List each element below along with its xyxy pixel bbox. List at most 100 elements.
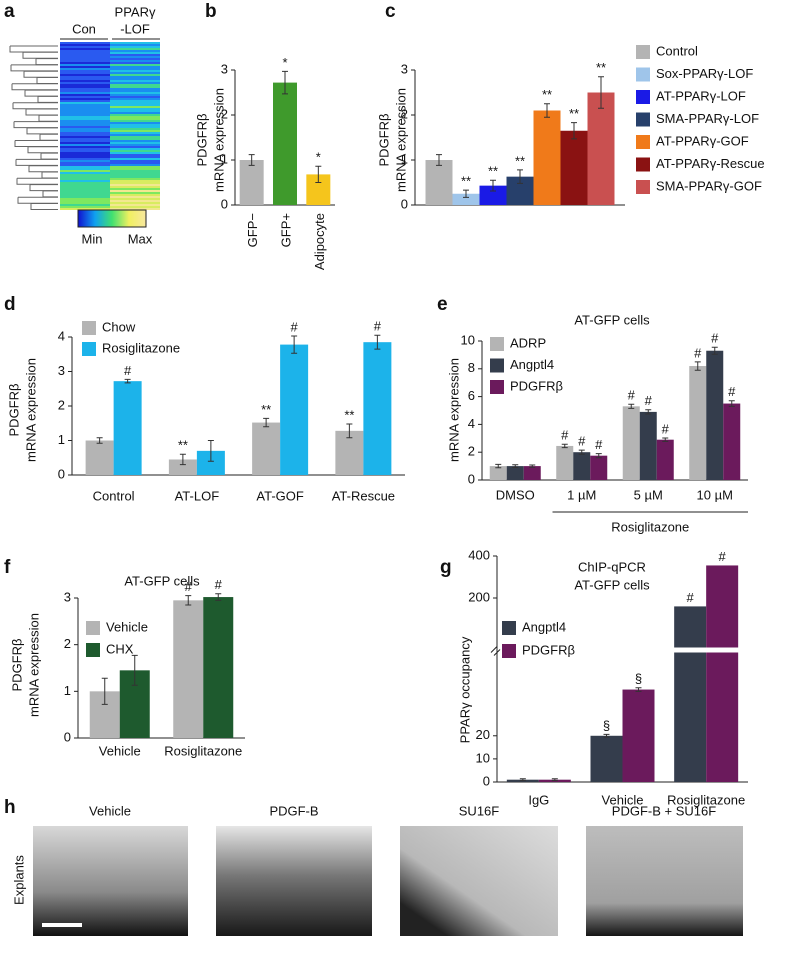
error-bar	[512, 464, 519, 468]
bar	[489, 466, 507, 480]
heat-row	[110, 82, 160, 84]
dendrogram	[23, 70, 58, 78]
significance-mark: §	[603, 718, 610, 733]
heat-row	[60, 94, 110, 96]
legend-swatch	[636, 90, 650, 104]
legend-swatch	[636, 180, 650, 194]
y-tick-label: 0	[64, 729, 71, 744]
significance-mark: #	[124, 363, 132, 378]
error-bar	[551, 778, 558, 782]
heat-row	[60, 176, 110, 178]
bar	[363, 342, 392, 475]
error-bar	[578, 449, 585, 455]
panel-label: b	[205, 1, 217, 22]
heat-row	[110, 78, 160, 80]
y-tick-label: 0	[468, 471, 475, 486]
heat-row	[60, 150, 110, 152]
bar	[168, 459, 197, 475]
error-bar	[179, 453, 186, 466]
error-bar	[495, 463, 502, 469]
x-tick-label: 10 µM	[697, 487, 733, 502]
x-tick-label: Rosiglitazone	[164, 743, 242, 758]
bar	[479, 185, 507, 205]
column-label: -LOF	[120, 21, 150, 36]
heat-row	[110, 168, 160, 170]
heat-row	[60, 106, 110, 108]
heat-row	[110, 134, 160, 136]
dendrogram	[42, 190, 58, 198]
dendrogram	[15, 158, 58, 166]
row-label: Explants	[11, 855, 26, 905]
heat-row	[60, 90, 110, 92]
heat-row	[110, 140, 160, 142]
dendrogram	[10, 64, 58, 72]
significance-mark: **	[515, 153, 525, 168]
heat-row	[60, 104, 110, 106]
significance-mark: **	[596, 60, 606, 75]
y-axis-label: PDGFRβ	[194, 114, 209, 167]
heat-row	[60, 74, 110, 76]
dendrogram	[40, 152, 58, 160]
bar	[113, 381, 142, 475]
legend-label: Rosiglitazone	[102, 340, 180, 355]
bar	[523, 466, 541, 480]
significance-mark: #	[291, 319, 299, 334]
bar	[590, 735, 623, 782]
heat-row	[110, 150, 160, 152]
y-tick-label: 3	[58, 363, 65, 378]
significance-mark: #	[645, 393, 653, 408]
y-tick-label: 1	[58, 432, 65, 447]
bar	[560, 130, 588, 205]
significance-mark: #	[185, 579, 193, 594]
colorbar-label: Min	[82, 231, 103, 246]
heat-row	[110, 90, 160, 92]
y-tick-label: 1	[221, 151, 228, 166]
heat-row	[110, 204, 160, 206]
heat-row	[60, 122, 110, 124]
colorbar	[77, 209, 147, 228]
significance-mark: #	[719, 549, 727, 564]
y-tick-label: 2	[58, 397, 65, 412]
heat-row	[110, 154, 160, 156]
heat-row	[60, 168, 110, 170]
error-bar	[315, 165, 322, 183]
heat-row	[60, 154, 110, 156]
y-tick-label: 20	[476, 727, 490, 742]
heat-row	[110, 46, 160, 48]
x-tick-label: DMSO	[496, 487, 535, 502]
heat-row	[110, 52, 160, 54]
bar	[706, 350, 724, 480]
heat-row	[60, 182, 110, 184]
heat-row	[60, 162, 110, 164]
panel-label: a	[4, 1, 15, 22]
x-tick-label: GFP−	[245, 213, 260, 247]
significance-mark: #	[662, 421, 670, 436]
bar	[280, 344, 309, 475]
heat-row	[60, 144, 110, 146]
dendrogram	[35, 58, 58, 66]
heat-row	[60, 102, 110, 104]
heat-row	[60, 92, 110, 94]
heat-row	[110, 196, 160, 198]
heat-row	[110, 166, 160, 168]
y-axis-label: mRNA expression	[23, 358, 38, 462]
heat-row	[60, 78, 110, 80]
heat-row	[60, 50, 110, 52]
x-tick-label: GFP+	[278, 213, 293, 247]
bar	[533, 110, 561, 205]
error-bar	[635, 687, 642, 692]
heat-row	[60, 202, 110, 204]
heat-row	[110, 148, 160, 150]
bar	[273, 82, 297, 205]
legend-swatch	[86, 621, 100, 635]
legend-label: AT-PPARγ-Rescue	[656, 156, 765, 171]
significance-mark: **	[461, 174, 471, 189]
dendrogram	[11, 83, 58, 91]
heat-row	[110, 164, 160, 166]
x-tick-label: AT-Rescue	[332, 488, 395, 503]
legend-swatch	[502, 621, 516, 635]
heat-row	[60, 124, 110, 126]
heat-row	[110, 132, 160, 134]
heat-row	[110, 126, 160, 128]
